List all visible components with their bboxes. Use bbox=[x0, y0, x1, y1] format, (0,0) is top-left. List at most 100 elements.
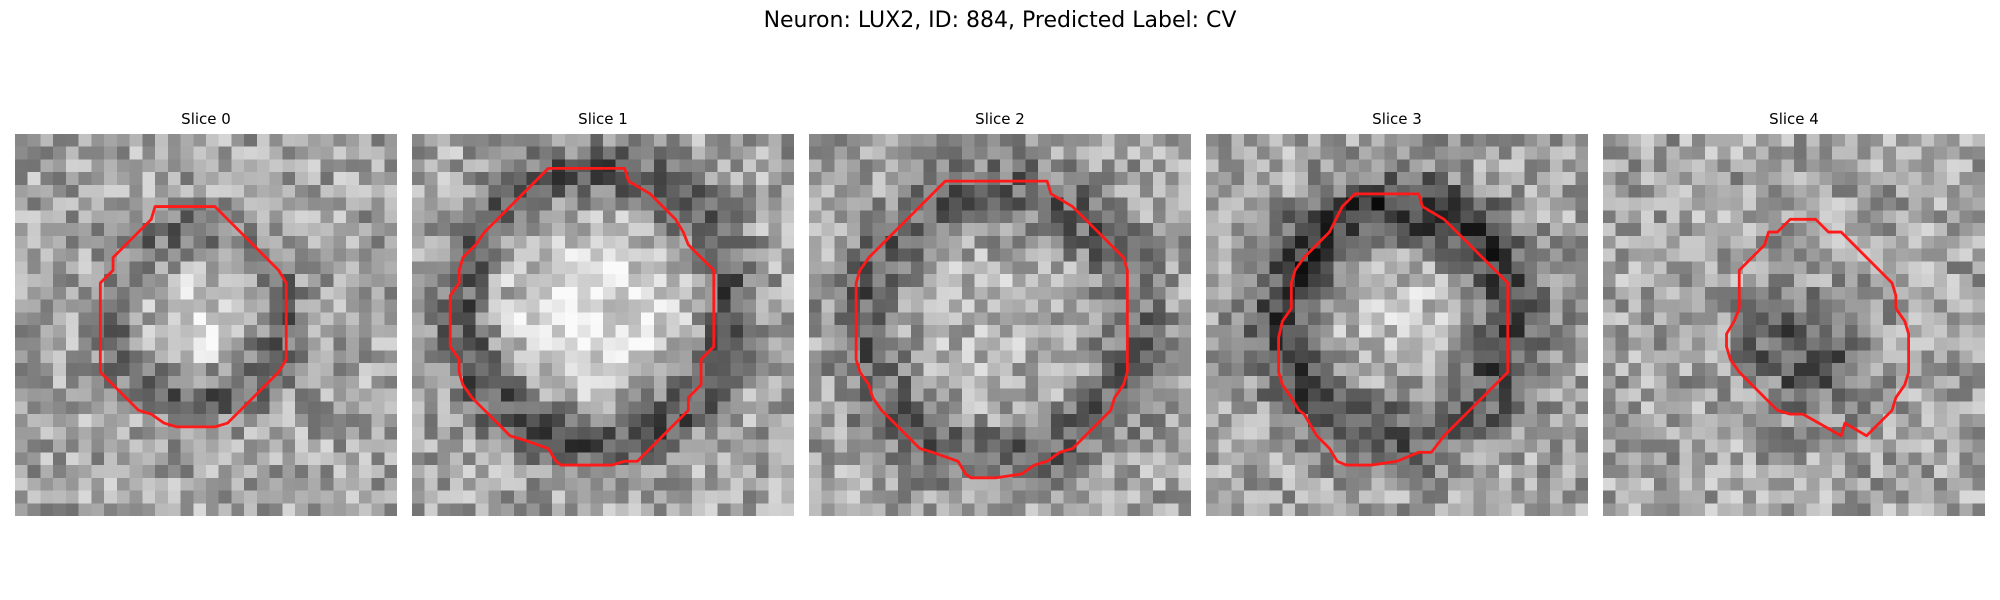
pixel bbox=[1641, 452, 1655, 466]
pixel bbox=[987, 439, 1001, 453]
pixel bbox=[885, 490, 899, 504]
pixel bbox=[1615, 248, 1629, 262]
pixel bbox=[1768, 184, 1782, 198]
pixel bbox=[1883, 159, 1897, 173]
pixel bbox=[1666, 465, 1680, 479]
pixel bbox=[936, 465, 950, 479]
pixel bbox=[1781, 503, 1795, 516]
pixel bbox=[142, 197, 156, 211]
pixel bbox=[1025, 172, 1039, 186]
pixel bbox=[1628, 363, 1642, 377]
pixel bbox=[1844, 248, 1858, 262]
pixel bbox=[218, 350, 232, 364]
pixel bbox=[167, 465, 181, 479]
pixel bbox=[1615, 146, 1629, 160]
pixel bbox=[1282, 325, 1296, 338]
pixel bbox=[768, 477, 782, 491]
pixel bbox=[1908, 261, 1922, 275]
pixel bbox=[244, 299, 258, 313]
pixel bbox=[1895, 159, 1909, 173]
pixel bbox=[1743, 210, 1757, 224]
pixel bbox=[1537, 223, 1551, 237]
pixel bbox=[653, 452, 667, 466]
pixel bbox=[1371, 350, 1385, 364]
pixel bbox=[717, 439, 731, 453]
pixel bbox=[987, 477, 1001, 491]
pixel bbox=[244, 414, 258, 428]
pixel bbox=[167, 490, 181, 504]
pixel bbox=[885, 337, 899, 351]
pixel bbox=[1730, 286, 1744, 300]
pixel bbox=[295, 452, 309, 466]
pixel bbox=[1641, 312, 1655, 326]
pixel bbox=[1794, 439, 1807, 453]
pixel bbox=[679, 210, 693, 224]
slice-title: Slice 3 bbox=[1372, 110, 1422, 128]
pixel bbox=[412, 490, 425, 504]
pixel bbox=[615, 248, 629, 262]
pixel bbox=[809, 197, 822, 211]
pixel bbox=[167, 274, 181, 288]
pixel bbox=[1244, 134, 1258, 147]
pixel bbox=[412, 452, 425, 466]
pixel bbox=[371, 388, 385, 402]
pixel bbox=[1857, 414, 1871, 428]
pixel bbox=[384, 388, 397, 402]
pixel bbox=[743, 401, 757, 415]
pixel bbox=[717, 210, 731, 224]
pixel bbox=[256, 184, 270, 198]
pixel bbox=[1473, 261, 1487, 275]
pixel bbox=[1269, 477, 1283, 491]
pixel bbox=[1397, 414, 1410, 428]
pixel bbox=[78, 146, 92, 160]
pixel bbox=[1921, 350, 1935, 364]
pixel bbox=[590, 439, 604, 453]
pixel bbox=[590, 146, 604, 160]
pixel bbox=[653, 363, 667, 377]
pixel bbox=[1575, 350, 1588, 364]
pixel bbox=[218, 503, 232, 516]
pixel bbox=[1666, 184, 1680, 198]
pixel bbox=[53, 452, 67, 466]
pixel bbox=[437, 274, 451, 288]
pixel bbox=[1743, 490, 1757, 504]
pixel bbox=[1844, 184, 1858, 198]
pixel bbox=[552, 490, 566, 504]
pixel bbox=[1114, 337, 1128, 351]
pixel bbox=[961, 223, 975, 237]
pixel bbox=[603, 426, 616, 440]
pixel bbox=[987, 490, 1001, 504]
pixel bbox=[1206, 210, 1219, 224]
pixel bbox=[1537, 337, 1551, 351]
pixel bbox=[142, 477, 156, 491]
pixel bbox=[1704, 375, 1718, 389]
pixel bbox=[768, 197, 782, 211]
pixel bbox=[1562, 223, 1576, 237]
pixel bbox=[1883, 210, 1897, 224]
pixel bbox=[129, 375, 143, 389]
pixel bbox=[1358, 388, 1372, 402]
pixel bbox=[577, 146, 591, 160]
pixel bbox=[320, 388, 334, 402]
pixel bbox=[1371, 261, 1385, 275]
pixel bbox=[295, 159, 309, 173]
pixel bbox=[1244, 286, 1258, 300]
pixel bbox=[1666, 197, 1680, 211]
pixel bbox=[231, 439, 245, 453]
pixel bbox=[1076, 503, 1090, 516]
pixel bbox=[1231, 184, 1245, 198]
pixel bbox=[295, 312, 309, 326]
pixel bbox=[1050, 363, 1064, 377]
pixel bbox=[552, 235, 566, 249]
pixel bbox=[501, 146, 515, 160]
pixel bbox=[1333, 465, 1347, 479]
pixel bbox=[180, 439, 194, 453]
pixel bbox=[1307, 452, 1321, 466]
pixel bbox=[1012, 146, 1026, 160]
pixel bbox=[53, 375, 67, 389]
pixel bbox=[346, 299, 360, 313]
pixel bbox=[1755, 172, 1769, 186]
pixel bbox=[936, 350, 950, 364]
pixel bbox=[923, 337, 937, 351]
pixel bbox=[282, 210, 296, 224]
